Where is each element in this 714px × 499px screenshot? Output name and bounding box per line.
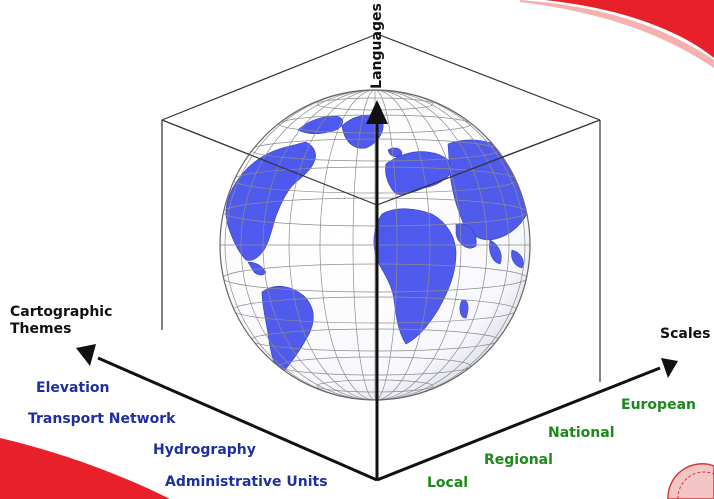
axis-themes-arrow [76,344,378,482]
axis-title-cartographic-themes: Cartographic Themes [10,304,112,338]
axis-scales-arrow [376,358,678,482]
axis-title-scales: Scales [660,326,711,342]
red-swoosh-bottom-left [0,438,170,499]
scale-label-regional: Regional [484,452,553,468]
scale-label-european: European [621,397,696,413]
axis-title-themes-line2: Themes [10,321,72,337]
scale-label-local: Local [427,475,469,491]
axis-title-languages: Languages [369,3,385,89]
axis-title-themes-line1: Cartographic [10,304,113,320]
cube-front-edges [161,119,601,206]
axis-languages-arrow [366,100,388,480]
theme-label-elevation: Elevation [36,380,110,396]
theme-label-administrative-units: Administrative Units [165,474,328,490]
theme-label-transport-network: Transport Network [28,411,176,427]
theme-label-hydrography: Hydrography [153,442,256,458]
red-swoosh-top-right [520,0,714,68]
scale-label-national: National [548,425,615,441]
seal-logo-bottom-right [667,463,714,499]
